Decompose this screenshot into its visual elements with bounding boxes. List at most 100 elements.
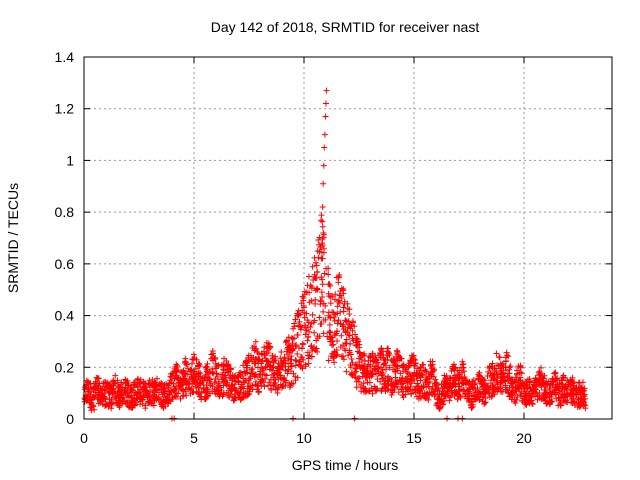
data-point (232, 375, 239, 382)
data-point (451, 377, 458, 384)
data-point (490, 388, 497, 395)
data-point (227, 365, 234, 372)
data-point (377, 378, 384, 385)
data-point (297, 326, 304, 333)
data-point (92, 378, 99, 385)
data-point (307, 323, 314, 330)
data-point (505, 353, 512, 360)
data-point (320, 300, 327, 307)
data-point (276, 365, 283, 372)
data-point (485, 390, 492, 397)
data-point (349, 327, 356, 334)
data-point (297, 311, 304, 318)
data-point (231, 384, 238, 391)
data-point (456, 392, 463, 399)
data-point (528, 397, 535, 404)
y-axis-label: SRMTID / TECUs (5, 183, 21, 293)
data-point (435, 384, 442, 391)
data-point (319, 240, 326, 247)
data-point (433, 402, 440, 409)
data-point (240, 394, 247, 401)
data-point (337, 320, 344, 327)
data-point (270, 371, 277, 378)
data-point (116, 404, 123, 411)
data-point (531, 386, 538, 393)
data-point (443, 373, 450, 380)
data-point (318, 255, 325, 262)
data-point (386, 364, 393, 371)
y-tick-label: 0.2 (55, 359, 75, 375)
data-point (360, 380, 367, 387)
data-point (389, 389, 396, 396)
data-point (552, 375, 559, 382)
data-point (507, 363, 514, 370)
data-point (195, 370, 202, 377)
data-point (149, 400, 156, 407)
data-point (308, 320, 315, 327)
data-point (193, 356, 200, 363)
data-point (182, 377, 189, 384)
data-point (558, 393, 565, 400)
data-point (378, 387, 385, 394)
y-tick-label: 1 (66, 152, 74, 168)
data-point (266, 345, 273, 352)
data-point (513, 388, 520, 395)
data-point (85, 384, 92, 391)
data-point (436, 405, 443, 412)
data-point (331, 317, 338, 324)
data-point (170, 380, 177, 387)
data-point (290, 380, 297, 387)
data-point (305, 319, 312, 326)
data-point (580, 387, 587, 394)
data-point (95, 400, 102, 407)
data-point (432, 376, 439, 383)
data-point (461, 374, 468, 381)
data-point (504, 374, 511, 381)
data-point (530, 381, 537, 388)
data-point (299, 345, 306, 352)
data-point (393, 363, 400, 370)
data-point (293, 341, 300, 348)
data-point (352, 331, 359, 338)
data-point (321, 131, 328, 138)
data-point (292, 343, 299, 350)
data-point (333, 352, 340, 359)
data-point (269, 352, 276, 359)
data-point (430, 373, 437, 380)
data-point (524, 382, 531, 389)
data-point (398, 355, 405, 362)
data-point (321, 270, 328, 277)
data-point (483, 386, 490, 393)
data-point (430, 367, 437, 374)
data-point (380, 361, 387, 368)
data-point (224, 379, 231, 386)
data-point (452, 381, 459, 388)
data-point (322, 302, 329, 309)
data-point (165, 397, 172, 404)
data-point (182, 371, 189, 378)
data-point (334, 351, 341, 358)
data-point (344, 329, 351, 336)
data-point (378, 345, 385, 352)
y-tick-label: 1.4 (55, 49, 75, 65)
data-point (426, 389, 433, 396)
data-point (474, 395, 481, 402)
data-point (362, 389, 369, 396)
data-point (166, 391, 173, 398)
data-point (300, 356, 307, 363)
data-point (536, 389, 543, 396)
data-point (306, 328, 313, 335)
data-point (301, 304, 308, 311)
data-point (411, 362, 418, 369)
data-point (301, 314, 308, 321)
data-point (518, 370, 525, 377)
data-point (331, 359, 338, 366)
data-point (354, 338, 361, 345)
data-point (332, 291, 339, 298)
data-point (421, 367, 428, 374)
data-point (286, 342, 293, 349)
data-point (446, 385, 453, 392)
data-point (305, 355, 312, 362)
data-point (385, 349, 392, 356)
